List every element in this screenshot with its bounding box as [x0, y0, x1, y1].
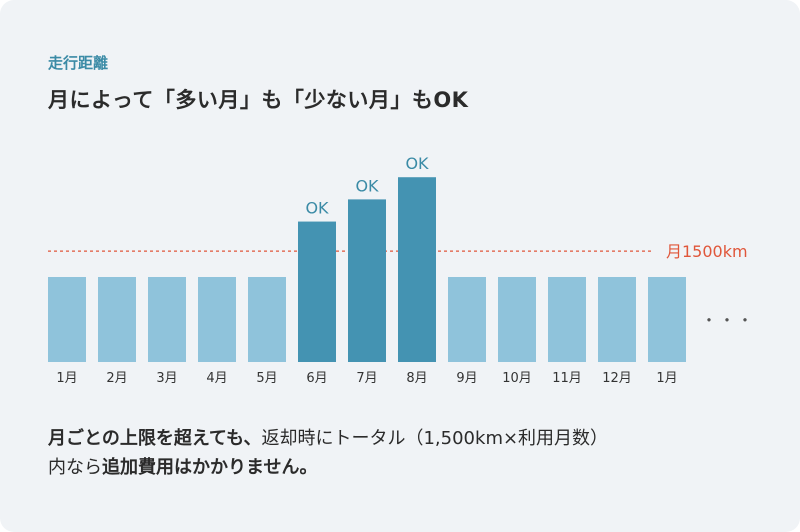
headline: 月によって「多い月」も「少ない月」もOK: [48, 88, 469, 112]
x-tick-label: 5月: [256, 371, 277, 386]
description-text-1: 返却時にトータル（1,500km×利用月数）: [261, 428, 609, 449]
x-tick-label: 11月: [552, 371, 582, 386]
data-label-ok: OK: [405, 154, 429, 173]
x-tick-label: 4月: [206, 371, 227, 386]
bar-10: [498, 277, 536, 362]
bar-8: [398, 177, 436, 362]
reference-line-label: 月1500km: [666, 242, 748, 261]
bar-5: [248, 277, 286, 362]
x-tick-label: 8月: [406, 371, 427, 386]
bar-4: [198, 277, 236, 362]
bar-6: [298, 221, 336, 362]
continuation-dots: ・・・: [701, 311, 755, 330]
bar-13: [648, 277, 686, 362]
x-tick-label: 10月: [502, 371, 532, 386]
bar-11: [548, 277, 586, 362]
x-tick-label: 1月: [56, 371, 77, 386]
mileage-bar-chart: 月1500km 1月 2月 3月 4月 5月 6月 OK 7月 OK 8月 OK 9月 10月 11月 12月…: [48, 154, 755, 386]
bar-7: [348, 199, 386, 362]
bar-9: [448, 277, 486, 362]
section-eyebrow: 走行距離: [48, 54, 109, 72]
description: 月ごとの上限を超えても、返却時にトータル（1,500km×利用月数） 内なら追加費…: [48, 424, 768, 482]
x-tick-label: 1月: [656, 371, 677, 386]
x-tick-label: 12月: [602, 371, 632, 386]
bar-3: [148, 277, 186, 362]
description-lead: 月ごとの上限を超えても、: [48, 428, 262, 449]
bar-2: [98, 277, 136, 362]
data-label-ok: OK: [355, 176, 379, 195]
x-tick-label: 7月: [356, 371, 377, 386]
bar-12: [598, 277, 636, 362]
description-text-2: 内なら: [48, 457, 102, 478]
description-emphasis: 追加費用はかかりません。: [102, 457, 318, 478]
x-tick-label: 3月: [156, 371, 177, 386]
x-tick-label: 9月: [456, 371, 477, 386]
x-tick-label: 2月: [106, 371, 127, 386]
data-label-ok: OK: [305, 199, 329, 218]
bar-1: [48, 277, 86, 362]
x-tick-label: 6月: [306, 371, 327, 386]
